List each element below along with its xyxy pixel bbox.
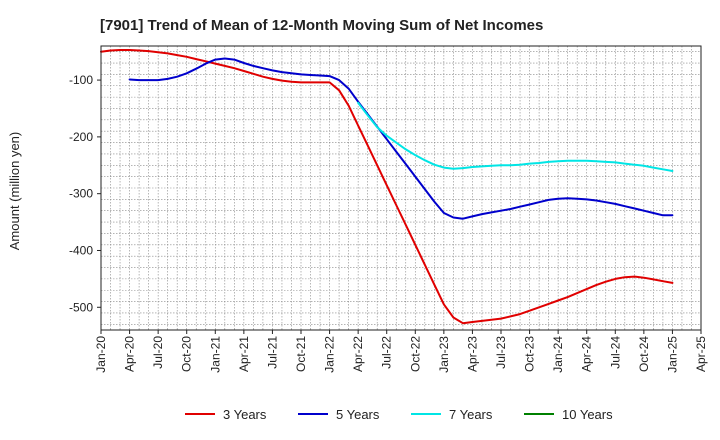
y-axis-label: Amount (million yen) bbox=[7, 132, 22, 251]
legend-label: 5 Years bbox=[336, 407, 380, 422]
x-tick-label: Jul-23 bbox=[494, 336, 508, 369]
x-tick-label: Apr-22 bbox=[351, 336, 365, 372]
x-tick-label: Jul-20 bbox=[151, 336, 165, 369]
legend-label: 7 Years bbox=[449, 407, 493, 422]
x-tick-label: Jul-24 bbox=[608, 336, 622, 369]
legend-label: 10 Years bbox=[562, 407, 613, 422]
y-tick-label: -200 bbox=[69, 130, 93, 144]
x-tick-label: Jul-21 bbox=[265, 336, 279, 369]
x-tick-label: Oct-20 bbox=[180, 336, 194, 372]
x-tick-label: Jan-24 bbox=[551, 336, 565, 373]
chart-title: [7901] Trend of Mean of 12-Month Moving … bbox=[100, 17, 543, 34]
x-tick-label: Apr-23 bbox=[465, 336, 479, 372]
y-tick-label: -400 bbox=[69, 243, 93, 257]
x-tick-label: Oct-22 bbox=[408, 336, 422, 372]
x-tick-label: Apr-25 bbox=[694, 336, 708, 372]
x-tick-label: Jul-22 bbox=[380, 336, 394, 369]
x-tick-label: Apr-20 bbox=[123, 336, 137, 372]
y-tick-label: -300 bbox=[69, 187, 93, 201]
x-tick-label: Jan-22 bbox=[323, 336, 337, 373]
series-line-3-years bbox=[100, 49, 674, 325]
series-line-7-years bbox=[357, 101, 674, 172]
y-tick-label: -100 bbox=[69, 73, 93, 87]
legend: 3 Years 5 Years 7 Years 10 Years bbox=[185, 407, 613, 422]
x-tick-label: Oct-21 bbox=[294, 336, 308, 372]
grid bbox=[101, 46, 701, 330]
x-tick-label: Apr-21 bbox=[237, 336, 251, 372]
legend-label: 3 Years bbox=[223, 407, 267, 422]
x-tick-label: Apr-24 bbox=[580, 336, 594, 372]
y-axis-ticks: -100 -200 -300 -400 -500 bbox=[69, 73, 101, 314]
x-axis-ticks: Jan-20 Apr-20 Jul-20 Oct-20 Jan-21 Apr-21 Jul-… bbox=[94, 330, 708, 373]
x-tick-label: Jan-23 bbox=[437, 336, 451, 373]
x-tick-label: Jan-21 bbox=[208, 336, 222, 373]
x-tick-label: Oct-23 bbox=[523, 336, 537, 372]
series-line-5-years bbox=[128, 57, 674, 220]
series-layer bbox=[100, 49, 674, 325]
y-tick-label: -500 bbox=[69, 300, 93, 314]
x-tick-label: Jan-25 bbox=[665, 336, 679, 373]
x-tick-label: Oct-24 bbox=[637, 336, 651, 372]
plot-area-frame bbox=[100, 45, 702, 331]
x-tick-label: Jan-20 bbox=[94, 336, 108, 373]
